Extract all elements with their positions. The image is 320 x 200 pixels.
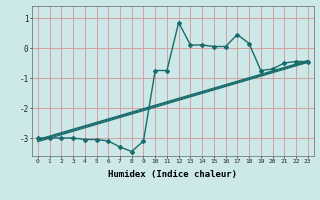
X-axis label: Humidex (Indice chaleur): Humidex (Indice chaleur): [108, 170, 237, 179]
